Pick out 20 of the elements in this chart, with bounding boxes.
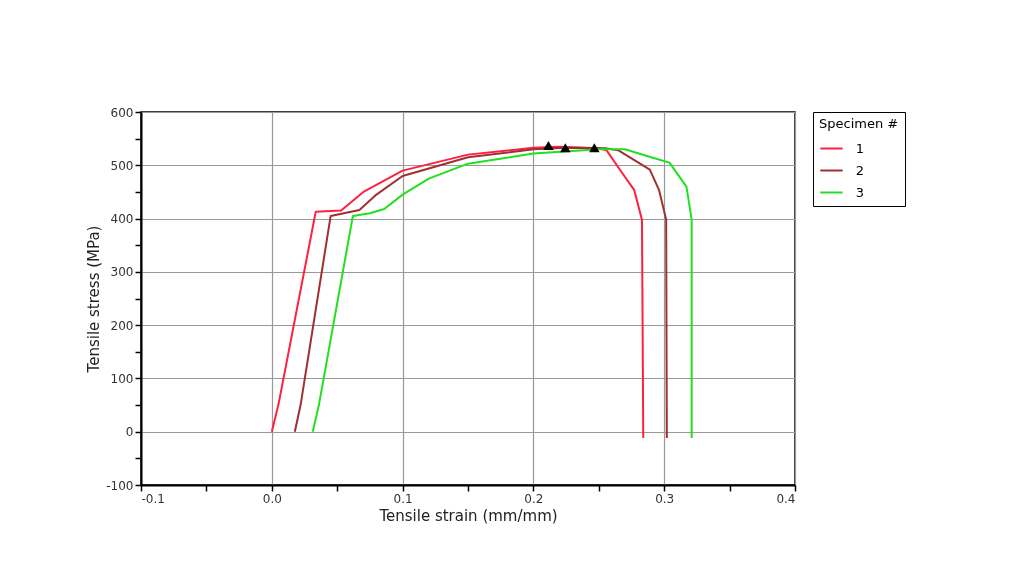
- y-axis-title: Tensile stress (MPa): [85, 225, 104, 374]
- x-tick-label: 0.2: [524, 491, 544, 506]
- y-tick-label: 300: [110, 265, 134, 280]
- x-tick-label: 0.0: [262, 491, 282, 506]
- legend-label: 1: [855, 140, 864, 156]
- y-tick-label: 400: [110, 212, 134, 227]
- legend-label: 3: [855, 184, 864, 200]
- y-tick-label: 100: [110, 371, 134, 386]
- x-tick-label: -0.1: [141, 491, 165, 506]
- y-tick-label: 0: [125, 425, 134, 440]
- legend-label: 2: [855, 162, 864, 178]
- y-tick-label: 600: [110, 105, 134, 120]
- y-tick-label: -100: [106, 478, 134, 493]
- y-tick-label: 200: [110, 318, 134, 333]
- x-tick-label: 0.1: [393, 491, 413, 506]
- y-tick-label: 500: [110, 158, 134, 173]
- legend-title: Specimen #: [819, 116, 899, 131]
- x-tick-label: 0.3: [655, 491, 675, 506]
- x-axis-title: Tensile strain (mm/mm): [378, 506, 558, 525]
- x-tick-label: 0.4: [776, 491, 796, 506]
